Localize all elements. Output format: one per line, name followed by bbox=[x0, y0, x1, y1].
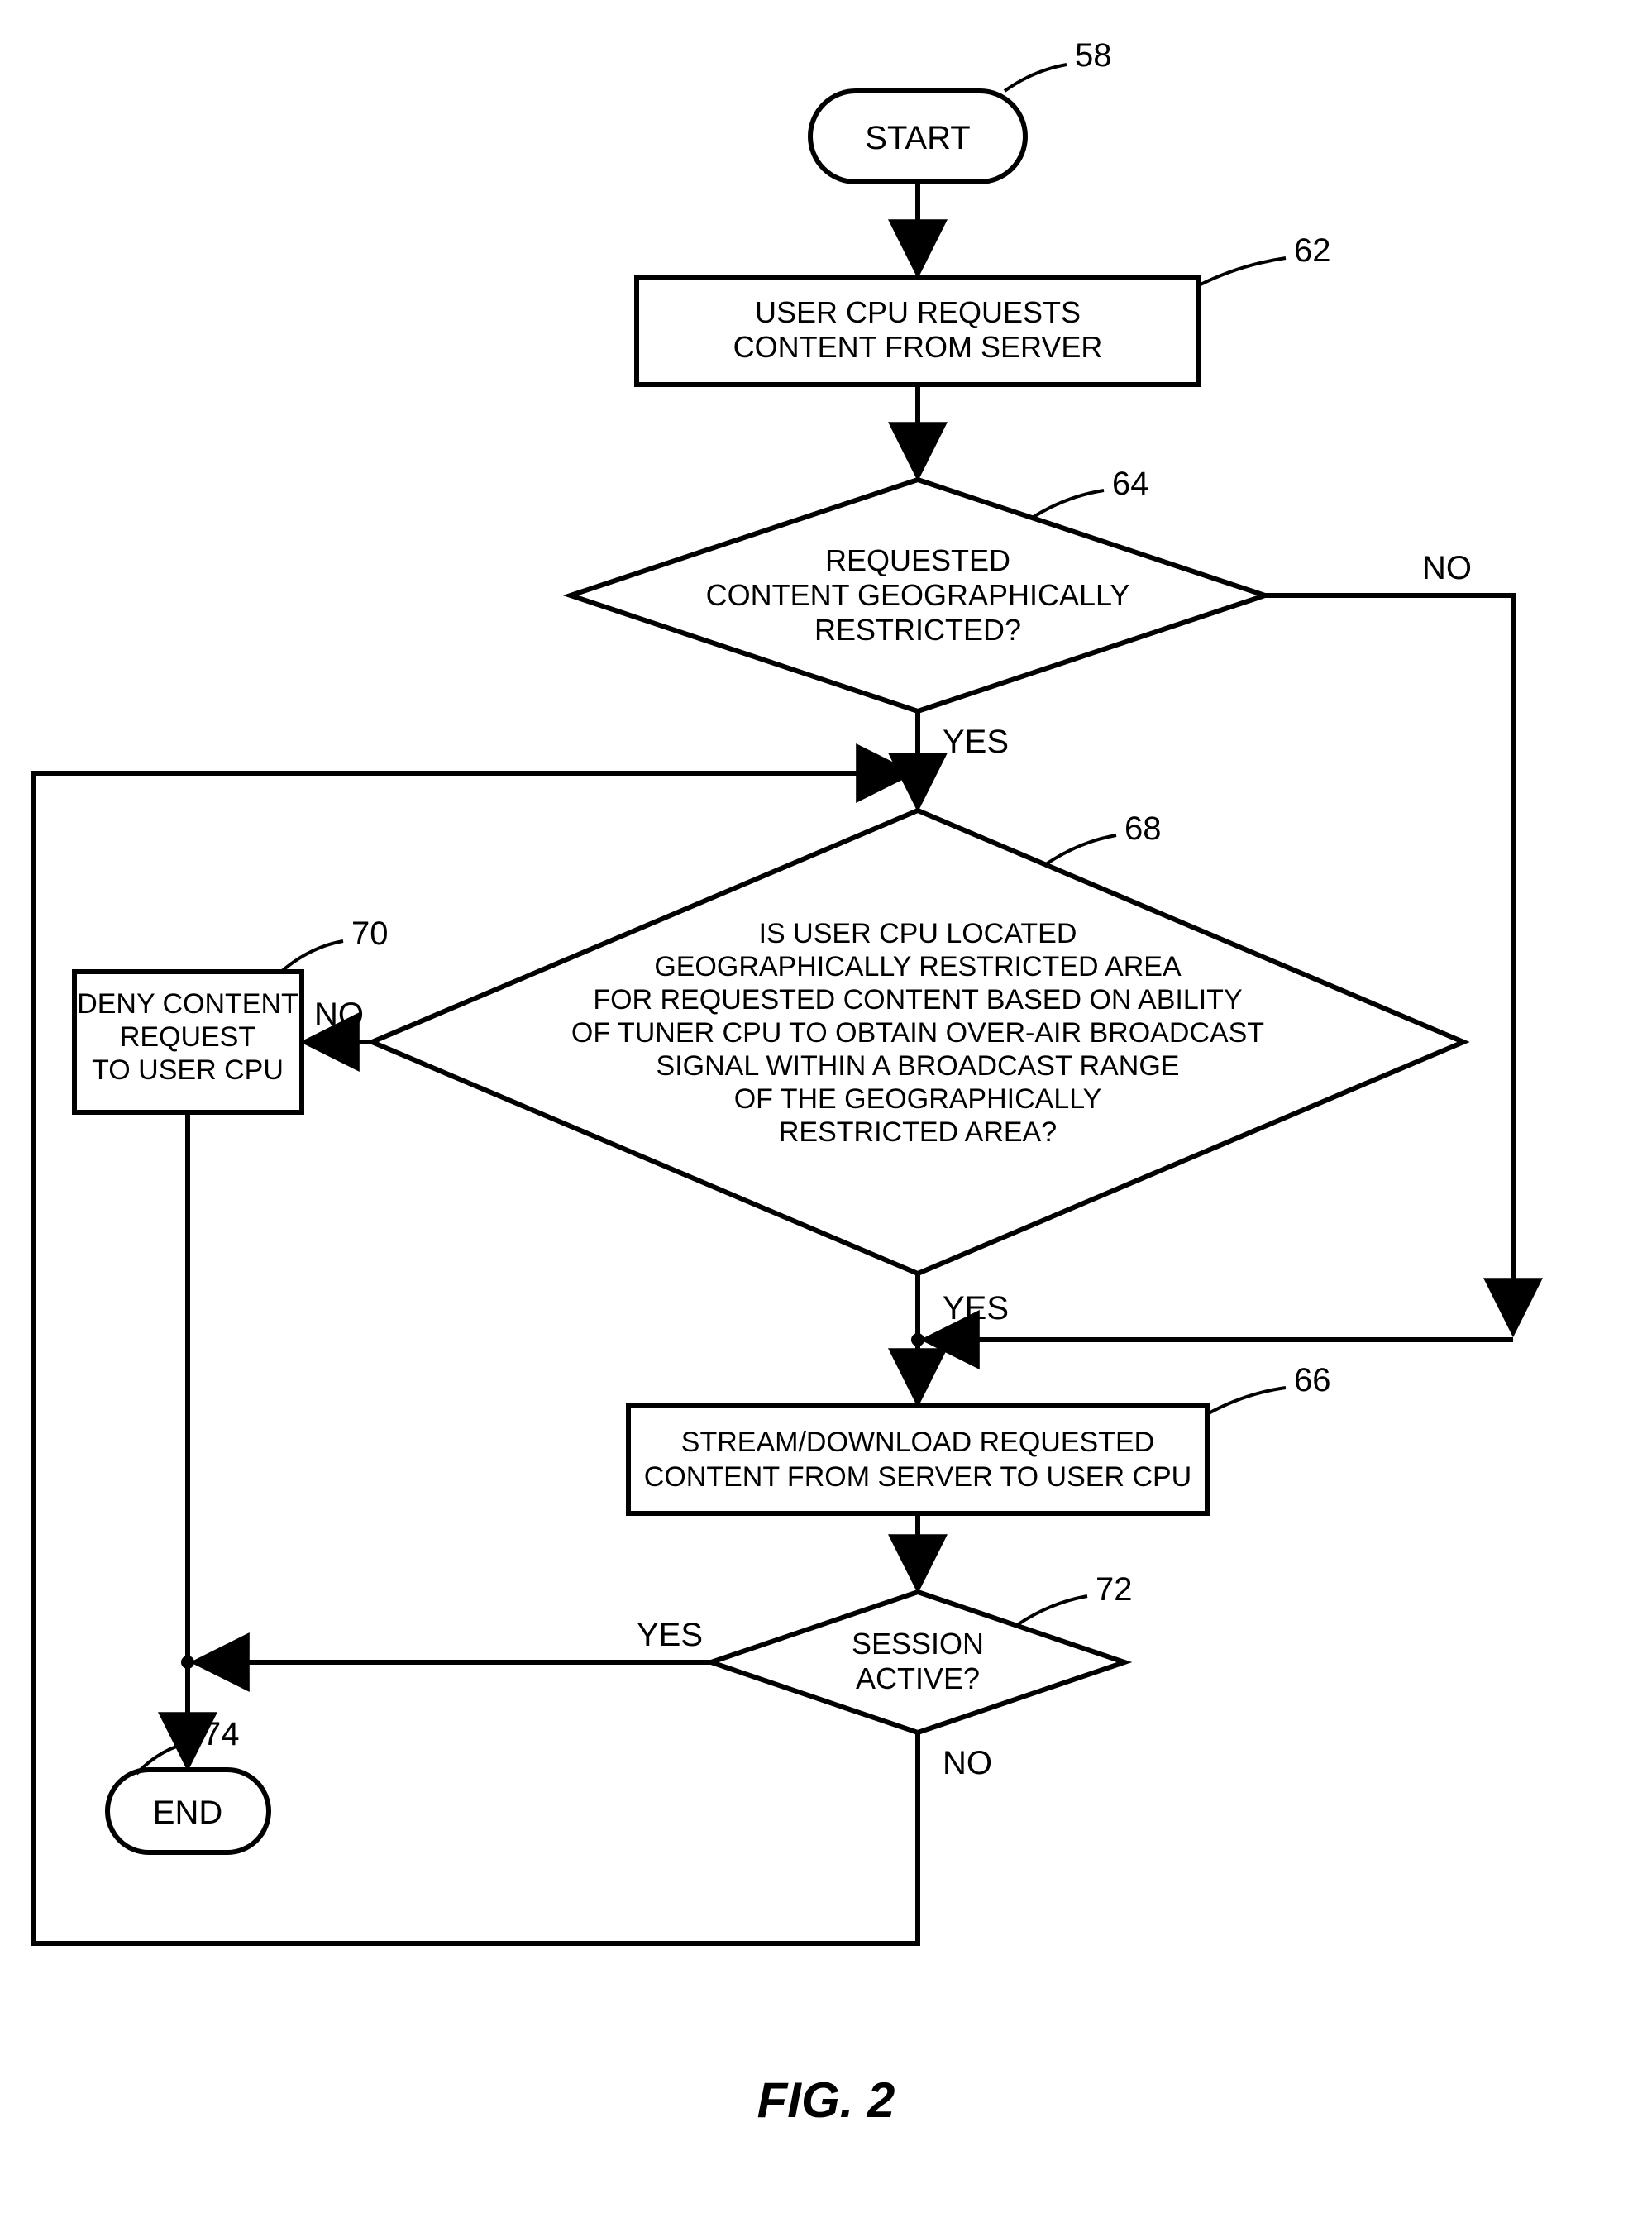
stream-ref: 66 bbox=[1294, 1362, 1331, 1398]
geo-line3: RESTRICTED? bbox=[814, 613, 1021, 647]
geo-yes-label: YES bbox=[943, 724, 1009, 760]
end-ref: 74 bbox=[203, 1716, 240, 1752]
node-geo-restricted: REQUESTED CONTENT GEOGRAPHICALLY RESTRIC… bbox=[571, 466, 1265, 711]
start-label: START bbox=[865, 120, 970, 156]
edge-geo-no: NO bbox=[1265, 550, 1513, 1331]
session-ref: 72 bbox=[1096, 1571, 1133, 1608]
located-line5: SIGNAL WITHIN A BROADCAST RANGE bbox=[657, 1050, 1180, 1082]
session-line2: ACTIVE? bbox=[856, 1661, 980, 1695]
figure-caption: FIG. 2 bbox=[757, 2072, 895, 2128]
edge-session-yes: YES bbox=[196, 1617, 711, 1662]
session-line1: SESSION bbox=[852, 1627, 984, 1661]
deny-line2: REQUEST bbox=[120, 1021, 255, 1053]
node-request: USER CPU REQUESTS CONTENT FROM SERVER 62 bbox=[637, 232, 1331, 385]
node-stream: STREAM/DOWNLOAD REQUESTED CONTENT FROM S… bbox=[628, 1362, 1331, 1513]
edge-deny-end bbox=[181, 1112, 194, 1766]
session-no-label: NO bbox=[943, 1745, 992, 1781]
flowchart: START 58 USER CPU REQUESTS CONTENT FROM … bbox=[0, 0, 1652, 2237]
request-line2: CONTENT FROM SERVER bbox=[733, 330, 1103, 364]
edge-located-no: NO bbox=[306, 997, 372, 1042]
geo-no-label: NO bbox=[1422, 550, 1472, 586]
located-line7: RESTRICTED AREA? bbox=[779, 1116, 1057, 1148]
node-located: IS USER CPU LOCATED GEOGRAPHICALLY RESTR… bbox=[372, 810, 1463, 1274]
node-start: START 58 bbox=[810, 37, 1112, 182]
located-ref: 68 bbox=[1124, 810, 1162, 847]
end-label: END bbox=[153, 1795, 222, 1831]
located-line2: GEOGRAPHICALLY RESTRICTED AREA bbox=[654, 951, 1182, 982]
start-ref: 58 bbox=[1075, 37, 1112, 74]
located-line6: OF THE GEOGRAPHICALLY bbox=[734, 1083, 1102, 1115]
geo-line1: REQUESTED bbox=[825, 543, 1010, 577]
deny-line1: DENY CONTENT bbox=[77, 988, 298, 1020]
stream-line1: STREAM/DOWNLOAD REQUESTED bbox=[681, 1427, 1154, 1458]
geo-ref: 64 bbox=[1112, 466, 1149, 502]
request-ref: 62 bbox=[1294, 232, 1331, 269]
node-session: SESSION ACTIVE? 72 bbox=[711, 1571, 1133, 1733]
geo-line2: CONTENT GEOGRAPHICALLY bbox=[706, 578, 1130, 612]
request-line1: USER CPU REQUESTS bbox=[755, 295, 1081, 329]
located-line3: FOR REQUESTED CONTENT BASED ON ABILITY bbox=[593, 984, 1242, 1016]
deny-line3: TO USER CPU bbox=[92, 1054, 284, 1086]
stream-line2: CONTENT FROM SERVER TO USER CPU bbox=[644, 1461, 1191, 1493]
located-line1: IS USER CPU LOCATED bbox=[759, 918, 1077, 949]
located-yes-label: YES bbox=[943, 1290, 1009, 1326]
located-line4: OF TUNER CPU TO OBTAIN OVER-AIR BROADCAS… bbox=[571, 1017, 1264, 1049]
edge-geo-yes: YES bbox=[911, 711, 1009, 806]
session-yes-label: YES bbox=[637, 1617, 703, 1653]
deny-ref: 70 bbox=[351, 915, 389, 952]
located-no-label: NO bbox=[314, 997, 364, 1033]
